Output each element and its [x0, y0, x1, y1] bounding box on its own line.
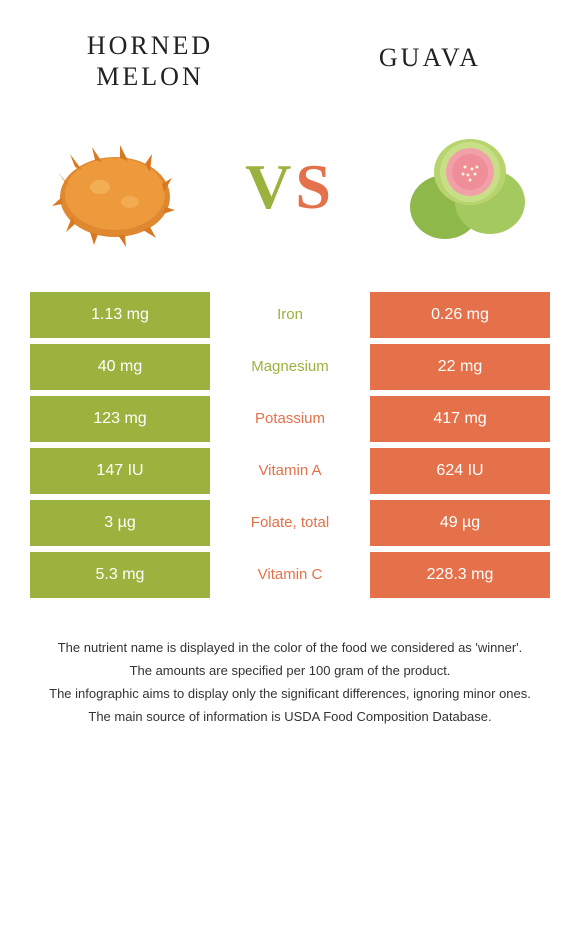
left-value: 3 µg — [30, 500, 210, 546]
left-value: 147 IU — [30, 448, 210, 494]
vs-s-letter: S — [295, 151, 335, 222]
left-fruit-title: HORNED MELON — [50, 30, 250, 92]
nutrient-label: Vitamin C — [210, 552, 370, 598]
vs-label: VS — [245, 150, 335, 224]
images-row: VS — [0, 102, 580, 282]
left-value: 5.3 mg — [30, 552, 210, 598]
nutrient-label: Folate, total — [210, 500, 370, 546]
footer-line-2: The amounts are specified per 100 gram o… — [20, 661, 560, 682]
table-row: 40 mgMagnesium22 mg — [30, 344, 550, 390]
right-value: 228.3 mg — [370, 552, 550, 598]
right-value: 0.26 mg — [370, 292, 550, 338]
nutrient-label: Magnesium — [210, 344, 370, 390]
left-value: 40 mg — [30, 344, 210, 390]
right-value: 49 µg — [370, 500, 550, 546]
nutrient-table: 1.13 mgIron0.26 mg 40 mgMagnesium22 mg 123… — [30, 292, 550, 598]
footer-notes: The nutrient name is displayed in the co… — [20, 638, 560, 727]
nutrient-label: Vitamin A — [210, 448, 370, 494]
left-value: 123 mg — [30, 396, 210, 442]
table-row: 123 mgPotassium417 mg — [30, 396, 550, 442]
right-value: 417 mg — [370, 396, 550, 442]
right-fruit-title: GUAVA — [330, 42, 530, 73]
header: HORNED MELON GUAVA — [0, 0, 580, 102]
footer-line-3: The infographic aims to display only the… — [20, 684, 560, 705]
footer-line-1: The nutrient name is displayed in the co… — [20, 638, 560, 659]
footer-line-4: The main source of information is USDA F… — [20, 707, 560, 728]
horned-melon-icon — [40, 112, 190, 262]
left-value: 1.13 mg — [30, 292, 210, 338]
nutrient-label: Potassium — [210, 396, 370, 442]
table-row: 3 µgFolate, total49 µg — [30, 500, 550, 546]
table-row: 147 IUVitamin A624 IU — [30, 448, 550, 494]
table-row: 5.3 mgVitamin C228.3 mg — [30, 552, 550, 598]
nutrient-label: Iron — [210, 292, 370, 338]
guava-icon — [390, 112, 540, 262]
vs-v-letter: V — [245, 151, 295, 222]
right-value: 22 mg — [370, 344, 550, 390]
right-value: 624 IU — [370, 448, 550, 494]
table-row: 1.13 mgIron0.26 mg — [30, 292, 550, 338]
